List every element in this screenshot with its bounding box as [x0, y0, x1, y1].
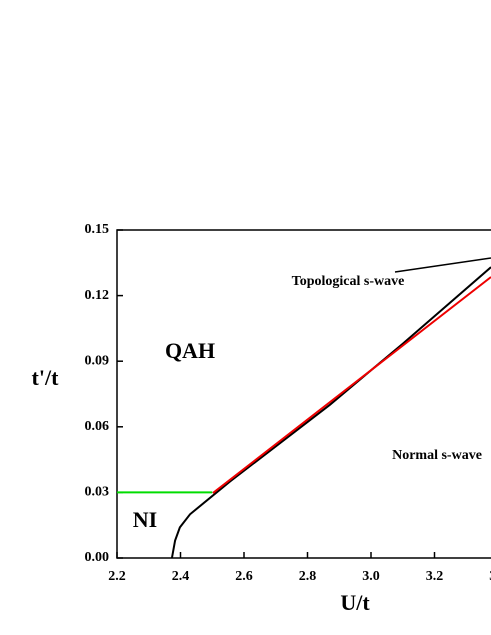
x-tick-label: 3.2: [426, 569, 444, 584]
y-tick-label: 0.09: [85, 353, 110, 368]
pointer: [394, 257, 491, 273]
y-tick-label: 0.06: [85, 419, 110, 434]
x-tick-label: 2.6: [235, 569, 253, 584]
x-tick-label: 3.4: [489, 569, 491, 584]
annotation: Topological s-wave: [292, 274, 405, 289]
series-line: [170, 266, 491, 559]
y-tick-label: 0.12: [85, 288, 110, 303]
plot-frame: [116, 229, 491, 559]
x-tick-label: 2.4: [172, 569, 190, 584]
annotation: Normal s-wave: [392, 448, 482, 463]
y-tick-label: 0.03: [85, 485, 110, 500]
series-line: [212, 276, 491, 494]
y-tick-label: 0.15: [85, 222, 110, 237]
x-tick-label: 2.8: [299, 569, 317, 584]
y-axis-label: t'/t: [32, 365, 60, 390]
x-tick-label: 3.0: [362, 569, 380, 584]
y-tick-label: 0.00: [85, 550, 110, 565]
annotation: NI: [133, 507, 157, 532]
annotation: QAH: [165, 338, 215, 363]
x-tick-label: 2.2: [108, 569, 126, 584]
x-axis-label: U/t: [340, 590, 370, 615]
